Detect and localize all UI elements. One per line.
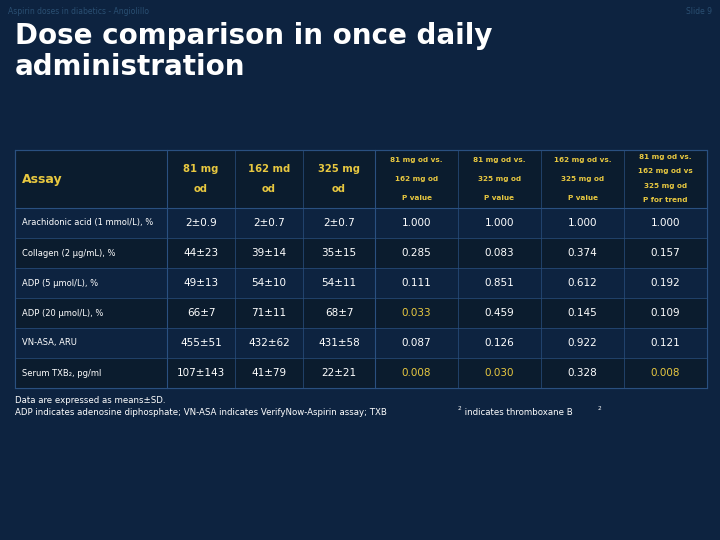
Text: 162 mg od vs: 162 mg od vs xyxy=(638,168,693,174)
Text: 2: 2 xyxy=(458,406,462,411)
Text: 325 mg od: 325 mg od xyxy=(644,183,687,189)
Text: Assay: Assay xyxy=(22,172,63,186)
Text: P value: P value xyxy=(402,194,431,200)
Text: 81 mg: 81 mg xyxy=(184,164,219,173)
Text: P value: P value xyxy=(567,194,598,200)
Text: 0.374: 0.374 xyxy=(567,248,598,258)
Text: 325 mg od: 325 mg od xyxy=(561,176,604,182)
Text: 455±51: 455±51 xyxy=(180,338,222,348)
FancyBboxPatch shape xyxy=(15,238,707,268)
Text: 44±23: 44±23 xyxy=(184,248,219,258)
Text: indicates thromboxane B: indicates thromboxane B xyxy=(462,408,572,417)
Text: od: od xyxy=(194,185,208,194)
Text: Slide 9: Slide 9 xyxy=(686,7,712,16)
FancyBboxPatch shape xyxy=(15,268,707,298)
Text: 0.008: 0.008 xyxy=(651,368,680,378)
Text: 162 mg od vs.: 162 mg od vs. xyxy=(554,158,611,164)
Text: 81 mg od vs.: 81 mg od vs. xyxy=(390,158,443,164)
Text: 0.459: 0.459 xyxy=(485,308,514,318)
Text: 1.000: 1.000 xyxy=(485,218,514,228)
Text: 81 mg od vs.: 81 mg od vs. xyxy=(639,154,692,160)
Text: 325 mg: 325 mg xyxy=(318,164,360,173)
Text: Serum TXB₂, pg/ml: Serum TXB₂, pg/ml xyxy=(22,368,102,377)
Text: 54±10: 54±10 xyxy=(251,278,287,288)
Text: VN-ASA, ARU: VN-ASA, ARU xyxy=(22,339,77,348)
Text: 39±14: 39±14 xyxy=(251,248,287,258)
Text: 0.126: 0.126 xyxy=(485,338,514,348)
FancyBboxPatch shape xyxy=(15,298,707,328)
Text: 81 mg od vs.: 81 mg od vs. xyxy=(473,158,526,164)
Text: Dose comparison in once daily
administration: Dose comparison in once daily administra… xyxy=(15,22,492,82)
Text: 2±0.9: 2±0.9 xyxy=(185,218,217,228)
Text: ADP indicates adenosine diphosphate; VN-ASA indicates VerifyNow-Aspirin assay; T: ADP indicates adenosine diphosphate; VN-… xyxy=(15,408,387,417)
Text: Aspirin doses in diabetics - Angiolillo: Aspirin doses in diabetics - Angiolillo xyxy=(8,7,149,16)
Text: od: od xyxy=(262,185,276,194)
Text: 0.087: 0.087 xyxy=(402,338,431,348)
Text: Collagen (2 μg/mL), %: Collagen (2 μg/mL), % xyxy=(22,248,115,258)
Text: 2±0.7: 2±0.7 xyxy=(323,218,355,228)
Text: 71±11: 71±11 xyxy=(251,308,287,318)
FancyBboxPatch shape xyxy=(15,328,707,358)
Text: 0.033: 0.033 xyxy=(402,308,431,318)
Text: 0.109: 0.109 xyxy=(651,308,680,318)
Text: Arachidonic acid (1 mmol/L), %: Arachidonic acid (1 mmol/L), % xyxy=(22,219,153,227)
Text: ADP (20 μmol/L), %: ADP (20 μmol/L), % xyxy=(22,308,104,318)
Text: 35±15: 35±15 xyxy=(321,248,356,258)
Text: 0.851: 0.851 xyxy=(485,278,514,288)
Text: 431±58: 431±58 xyxy=(318,338,360,348)
Text: Data are expressed as means±SD.: Data are expressed as means±SD. xyxy=(15,396,166,405)
Text: 0.285: 0.285 xyxy=(402,248,431,258)
Text: 0.030: 0.030 xyxy=(485,368,514,378)
Text: 162 mg od: 162 mg od xyxy=(395,176,438,182)
Text: 22±21: 22±21 xyxy=(321,368,356,378)
Text: 0.145: 0.145 xyxy=(567,308,598,318)
Text: 0.157: 0.157 xyxy=(651,248,680,258)
Text: P for trend: P for trend xyxy=(643,198,688,204)
Text: 0.922: 0.922 xyxy=(567,338,598,348)
Text: 1.000: 1.000 xyxy=(651,218,680,228)
Text: 1.000: 1.000 xyxy=(568,218,598,228)
Text: 0.111: 0.111 xyxy=(402,278,431,288)
Text: 107±143: 107±143 xyxy=(177,368,225,378)
Text: 41±79: 41±79 xyxy=(251,368,287,378)
Text: 2±0.7: 2±0.7 xyxy=(253,218,285,228)
Text: 0.612: 0.612 xyxy=(567,278,598,288)
Text: 162 md: 162 md xyxy=(248,164,290,173)
Text: 2: 2 xyxy=(598,406,602,411)
FancyBboxPatch shape xyxy=(15,208,707,238)
Text: P value: P value xyxy=(485,194,515,200)
Text: 0.121: 0.121 xyxy=(651,338,680,348)
FancyBboxPatch shape xyxy=(15,358,707,388)
Text: 66±7: 66±7 xyxy=(186,308,215,318)
Text: od: od xyxy=(332,185,346,194)
Text: 54±11: 54±11 xyxy=(321,278,356,288)
FancyBboxPatch shape xyxy=(15,150,707,388)
Text: 432±62: 432±62 xyxy=(248,338,290,348)
Text: 0.083: 0.083 xyxy=(485,248,514,258)
Text: 325 mg od: 325 mg od xyxy=(478,176,521,182)
Text: 1.000: 1.000 xyxy=(402,218,431,228)
Text: 0.192: 0.192 xyxy=(651,278,680,288)
Text: 0.008: 0.008 xyxy=(402,368,431,378)
Text: ADP (5 μmol/L), %: ADP (5 μmol/L), % xyxy=(22,279,98,287)
Text: 49±13: 49±13 xyxy=(184,278,219,288)
Text: 68±7: 68±7 xyxy=(325,308,354,318)
Text: 0.328: 0.328 xyxy=(567,368,598,378)
